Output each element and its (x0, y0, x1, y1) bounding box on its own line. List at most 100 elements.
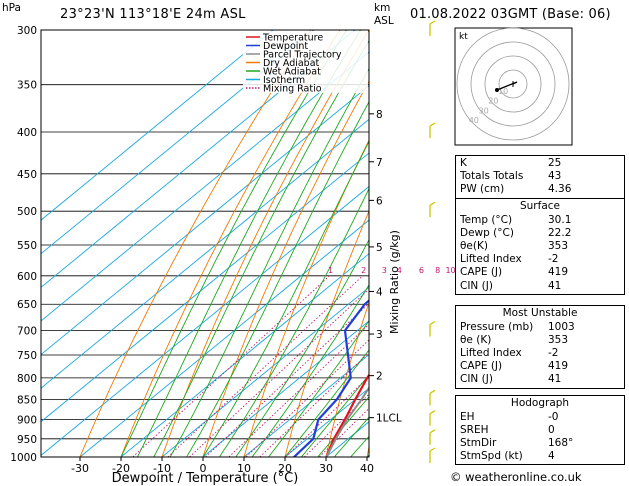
chart-axes: 1234681015202530035040045050055060065070… (10, 25, 511, 475)
pressure-tick-label: 500 (17, 206, 37, 218)
mixing-ratio-line (318, 407, 369, 457)
surface-row: CIN (J) 41 (456, 280, 624, 293)
hodograph-table-panel: Hodograph EH -0 SREH 0 StmDir 168° StmSpd (kt)… (455, 395, 625, 466)
temperature-tick-label: 20 (278, 462, 292, 475)
temperature-tick-label: 10 (237, 462, 251, 475)
isotherm (41, 152, 369, 423)
index-label: Totals Totals (460, 170, 524, 183)
surface-value: -2 (548, 253, 559, 266)
pressure-tick-label: 300 (17, 25, 37, 37)
isotherm (41, 30, 315, 255)
most-unstable-label: CAPE (J) (460, 360, 503, 373)
series-parcel-trajectory (325, 385, 369, 457)
most-unstable-row: CIN (J) 41 (456, 373, 624, 386)
indices-panel: K 25 Totals Totals 43 PW (cm) 4.36 (455, 155, 625, 199)
legend-label: Parcel Trajectory (263, 50, 342, 61)
wet-adiabat (153, 39, 369, 457)
index-row: Totals Totals 43 (456, 170, 624, 183)
index-value: 4.36 (548, 183, 572, 196)
most-unstable-row: Lifted Index -2 (456, 347, 624, 360)
pressure-tick-label: 750 (17, 350, 37, 362)
legend-label: Dewpoint (263, 41, 308, 52)
legend-label: Mixing Ratio (263, 84, 322, 95)
dry-adiabat (120, 30, 341, 457)
hodograph-param-row: StmSpd (kt) 4 (456, 450, 624, 463)
hodograph-param-value: 168° (548, 436, 574, 449)
temperature-tick-label: -10 (153, 462, 171, 475)
mixing-ratio-label: 4 (397, 266, 402, 275)
wet-adiabat (202, 140, 369, 457)
wind-barb-flag (429, 410, 436, 415)
most-unstable-label: Pressure (mb) (460, 320, 534, 333)
temperature-tick-label: -20 (112, 462, 130, 475)
index-value: 25 (548, 157, 562, 169)
pressure-tick-label: 350 (17, 80, 37, 92)
dry-adiabat (202, 80, 369, 457)
wet-adiabat (186, 100, 369, 457)
hodograph-param-label: StmDir (460, 436, 497, 449)
wet-adiabat (136, 30, 361, 457)
wind-barb-flag (429, 447, 436, 452)
surface-row: Lifted Index -2 (456, 253, 624, 266)
surface-value: 419 (548, 266, 569, 279)
height-tick-label: 4 (376, 286, 383, 298)
legend-label: Dry Adiabat (263, 58, 320, 69)
surface-value: 30.1 (548, 213, 572, 226)
most-unstable-label: Lifted Index (460, 346, 522, 359)
pressure-tick-label: 650 (17, 299, 37, 311)
most-unstable-row: Pressure (mb) 1003 (456, 321, 624, 334)
index-label: PW (cm) (460, 183, 505, 196)
surface-row: CAPE (J) 419 (456, 266, 624, 279)
wind-barb-flag (429, 320, 436, 326)
wind-barb-flag (429, 429, 436, 434)
wet-adiabat (169, 67, 369, 457)
most-unstable-label: CIN (J) (460, 373, 493, 386)
pressure-tick-label: 800 (17, 373, 37, 385)
dry-adiabat (243, 139, 369, 457)
mixing-ratio-line (259, 351, 369, 457)
surface-value: 353 (548, 239, 569, 252)
index-row: K 25 (456, 157, 624, 170)
height-tick-label: 1LCL (376, 413, 402, 425)
chart-grid (41, 30, 369, 457)
surface-label: Temp (°C) (460, 213, 513, 226)
hodograph-param-value: 4 (548, 450, 555, 463)
legend-background (243, 31, 368, 93)
pressure-tick-label: 950 (17, 434, 37, 446)
wet-adiabat (219, 187, 369, 457)
surface-row: θe(K) 353 (456, 240, 624, 253)
dry-adiabat (79, 30, 312, 457)
isotherm (41, 85, 369, 356)
mixing-ratio-line (132, 275, 330, 457)
wind-barbs (429, 20, 436, 463)
pressure-tick-label: 700 (17, 326, 37, 338)
dry-adiabat (161, 30, 369, 457)
mixing-ratio-line (285, 375, 369, 457)
isotherm (41, 30, 356, 288)
pressure-tick-label: 450 (17, 169, 37, 181)
pressure-tick-label: 850 (17, 394, 37, 406)
isotherm (41, 118, 369, 389)
surface-title: Surface (519, 200, 560, 212)
wet-adiabat (251, 284, 369, 457)
series-dewpoint (293, 299, 369, 457)
chart-series (293, 299, 369, 457)
height-tick-label: 7 (376, 157, 383, 169)
most-unstable-panel: Most Unstable Pressure (mb) 1003 θe (K) 353… (455, 305, 625, 389)
location-label: 23°23'N 113°18'E 24m ASL (60, 7, 246, 22)
mixing-ratio-line (167, 275, 364, 457)
height-tick-label: 3 (376, 329, 383, 341)
hodograph-param-label: SREH (460, 423, 489, 436)
surface-value: 41 (548, 279, 562, 292)
hodograph-param-value: -0 (548, 410, 559, 423)
most-unstable-row: θe (K) 353 (456, 334, 624, 347)
wet-adiabat (120, 30, 347, 457)
pressure-tick-label: 900 (17, 415, 37, 427)
mixing-ratio-label: 6 (419, 266, 424, 275)
series-temperature (325, 373, 369, 457)
isotherm (41, 185, 369, 456)
most-unstable-row: CAPE (J) 419 (456, 360, 624, 373)
mixing-ratio-label: 8 (435, 266, 440, 275)
index-label: K (460, 157, 467, 169)
